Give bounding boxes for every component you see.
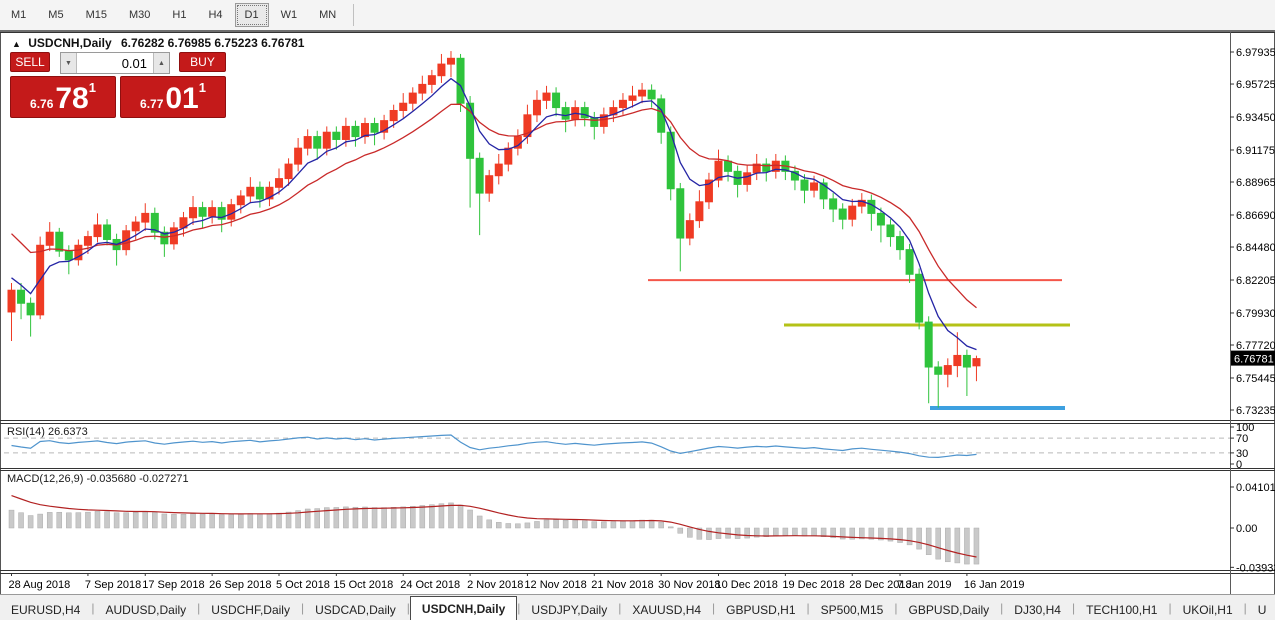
- svg-text:16 Jan 2019: 16 Jan 2019: [964, 579, 1025, 591]
- sell-price-big: 78: [55, 82, 89, 115]
- svg-text:15 Oct 2018: 15 Oct 2018: [333, 579, 393, 591]
- svg-text:28 Aug 2018: 28 Aug 2018: [9, 579, 71, 591]
- buy-price-box[interactable]: 6.77 01 1: [120, 76, 226, 118]
- tab-separator: |: [1243, 600, 1247, 615]
- timeframe-button-D1[interactable]: D1: [234, 3, 269, 27]
- svg-text:7 Sep 2018: 7 Sep 2018: [85, 579, 141, 591]
- chart-ohlc-values: 6.76282 6.76985 6.75223 6.76781: [120, 36, 305, 50]
- symbol-tab-SP500-M15[interactable]: SP500,M15: [820, 602, 884, 617]
- svg-text:6.88965: 6.88965: [1236, 177, 1275, 189]
- svg-text:6.75445: 6.75445: [1236, 373, 1275, 385]
- tab-separator: |: [806, 600, 810, 615]
- svg-text:17 Sep 2018: 17 Sep 2018: [142, 579, 204, 591]
- svg-text:6.95725: 6.95725: [1236, 79, 1275, 91]
- tab-separator: |: [91, 600, 95, 615]
- svg-text:19 Dec 2018: 19 Dec 2018: [782, 579, 844, 591]
- svg-text:100: 100: [1236, 422, 1254, 434]
- svg-text:6.77720: 6.77720: [1236, 340, 1275, 352]
- tab-separator: |: [1000, 600, 1004, 615]
- svg-text:0.00: 0.00: [1236, 523, 1257, 535]
- tab-separator: |: [618, 600, 622, 615]
- timeframe-button-M1[interactable]: M1: [11, 9, 27, 21]
- symbol-tab-XAUUSD-H4[interactable]: XAUUSD,H4: [632, 602, 702, 617]
- timeframe-button-MN[interactable]: MN: [319, 9, 337, 21]
- svg-text:6.86690: 6.86690: [1236, 210, 1275, 222]
- buy-price-small: 6.77: [140, 97, 164, 111]
- tab-separator: |: [406, 600, 410, 615]
- timeframe-button-M5[interactable]: M5: [48, 9, 64, 21]
- svg-text:0: 0: [1236, 459, 1242, 471]
- sell-button[interactable]: SELL: [10, 52, 50, 72]
- symbol-tab-USDCAD-Daily[interactable]: USDCAD,Daily: [315, 602, 396, 617]
- svg-text:6.84480: 6.84480: [1236, 242, 1275, 254]
- tab-separator: |: [300, 600, 305, 615]
- tab-separator: |: [1071, 600, 1076, 615]
- symbol-tab-AUDUSD-Daily[interactable]: AUDUSD,Daily: [105, 602, 187, 617]
- tab-separator: |: [712, 600, 716, 615]
- svg-text:7 Jan 2019: 7 Jan 2019: [897, 579, 951, 591]
- tab-separator: |: [1168, 600, 1172, 615]
- svg-text:6.93450: 6.93450: [1236, 112, 1275, 124]
- timeframe-toolbar: M1 M5 M15 M30 H1 H4 D1 W1 MN: [0, 0, 1275, 32]
- buy-price-big: 01: [165, 82, 199, 115]
- svg-text:26 Sep 2018: 26 Sep 2018: [209, 579, 271, 591]
- volume-decrease-button[interactable]: ▼: [61, 53, 77, 73]
- timeframe-button-H1[interactable]: H1: [172, 9, 187, 21]
- volume-stepper: ▼ 0.01 ▲: [60, 52, 170, 74]
- svg-text:6.79930: 6.79930: [1236, 308, 1275, 320]
- volume-increase-button[interactable]: ▲: [153, 53, 169, 73]
- symbol-tab-USDCNH-Daily[interactable]: USDCNH,Daily: [409, 596, 518, 620]
- buy-button[interactable]: BUY: [179, 52, 226, 72]
- symbol-tab-USDJPY-Daily[interactable]: USDJPY,Daily: [531, 602, 608, 617]
- toolbar-separator: [353, 4, 355, 26]
- svg-text:6.97935: 6.97935: [1236, 47, 1275, 59]
- svg-text:28 Dec 2018: 28 Dec 2018: [849, 579, 911, 591]
- svg-text:2 Nov 2018: 2 Nov 2018: [467, 579, 523, 591]
- timeframe-button-W1[interactable]: W1: [280, 9, 298, 21]
- svg-text:6.76781: 6.76781: [1234, 354, 1274, 366]
- svg-text:21 Nov 2018: 21 Nov 2018: [591, 579, 653, 591]
- price-chart-canvas[interactable]: 6.97935 6.95725 6.93450 6.91175 6.88965 6.866…: [0, 0, 1275, 595]
- timeframe-button-M30[interactable]: M30: [128, 9, 151, 21]
- chart-symbol-label: USDCNH,Daily: [28, 36, 112, 50]
- svg-text:0.041017: 0.041017: [1236, 482, 1275, 494]
- svg-text:5 Oct 2018: 5 Oct 2018: [276, 579, 330, 591]
- symbol-tab-GBPUSD-H1[interactable]: GBPUSD,H1: [726, 602, 796, 617]
- symbol-tab-TECH100-H1[interactable]: TECH100,H1: [1086, 602, 1158, 617]
- timeframe-button-H4[interactable]: H4: [208, 9, 223, 21]
- symbol-tab-UKOil-H1[interactable]: UKOil,H1: [1182, 602, 1233, 617]
- svg-text:10 Dec 2018: 10 Dec 2018: [715, 579, 777, 591]
- svg-text:6.73235: 6.73235: [1236, 405, 1275, 417]
- sell-price-box[interactable]: 6.76 78 1: [10, 76, 116, 118]
- buy-price-sup: 1: [198, 80, 206, 95]
- macd-indicator-label: MACD(12,26,9) -0.035680 -0.027271: [7, 473, 189, 485]
- rsi-indicator-label: RSI(14) 26.6373: [7, 426, 88, 438]
- tab-separator: |: [197, 600, 201, 615]
- symbol-tab-bar: EURUSD,H4 | AUDUSD,Daily | USDCHF,Daily | USDC…: [0, 594, 1275, 620]
- symbol-tab-EURUSD-H4[interactable]: EURUSD,H4: [11, 602, 81, 617]
- svg-text:30 Nov 2018: 30 Nov 2018: [658, 579, 720, 591]
- symbol-tab-DJ30-H4[interactable]: DJ30,H4: [1014, 602, 1061, 617]
- volume-input[interactable]: 0.01: [121, 55, 147, 71]
- symbol-tab-USDCHF-Daily[interactable]: USDCHF,Daily: [211, 602, 290, 617]
- svg-text:70: 70: [1236, 433, 1248, 445]
- svg-text:12 Nov 2018: 12 Nov 2018: [524, 579, 586, 591]
- svg-text:6.82205: 6.82205: [1236, 275, 1275, 287]
- sell-price-small: 6.76: [30, 97, 54, 111]
- collapse-panel-icon[interactable]: ▲: [12, 39, 21, 49]
- svg-text:24 Oct 2018: 24 Oct 2018: [400, 579, 460, 591]
- svg-text:-0.039332: -0.039332: [1236, 562, 1275, 574]
- one-click-trading-panel: SELL ▼ 0.01 ▲ BUY 6.76 78 1 6.77 01 1: [10, 52, 226, 118]
- svg-text:6.91175: 6.91175: [1236, 145, 1275, 157]
- symbol-tab-U[interactable]: U: [1257, 602, 1267, 617]
- svg-text:30: 30: [1236, 448, 1248, 460]
- timeframe-button-M15[interactable]: M15: [85, 9, 107, 21]
- tab-separator: |: [894, 600, 898, 615]
- chart-title: ▲ USDCNH,Daily 6.76282 6.76985 6.75223 6…: [12, 36, 304, 50]
- sell-price-sup: 1: [88, 80, 96, 95]
- symbol-tab-GBPUSD-Daily[interactable]: GBPUSD,Daily: [908, 602, 990, 617]
- tab-separator: |: [517, 600, 521, 615]
